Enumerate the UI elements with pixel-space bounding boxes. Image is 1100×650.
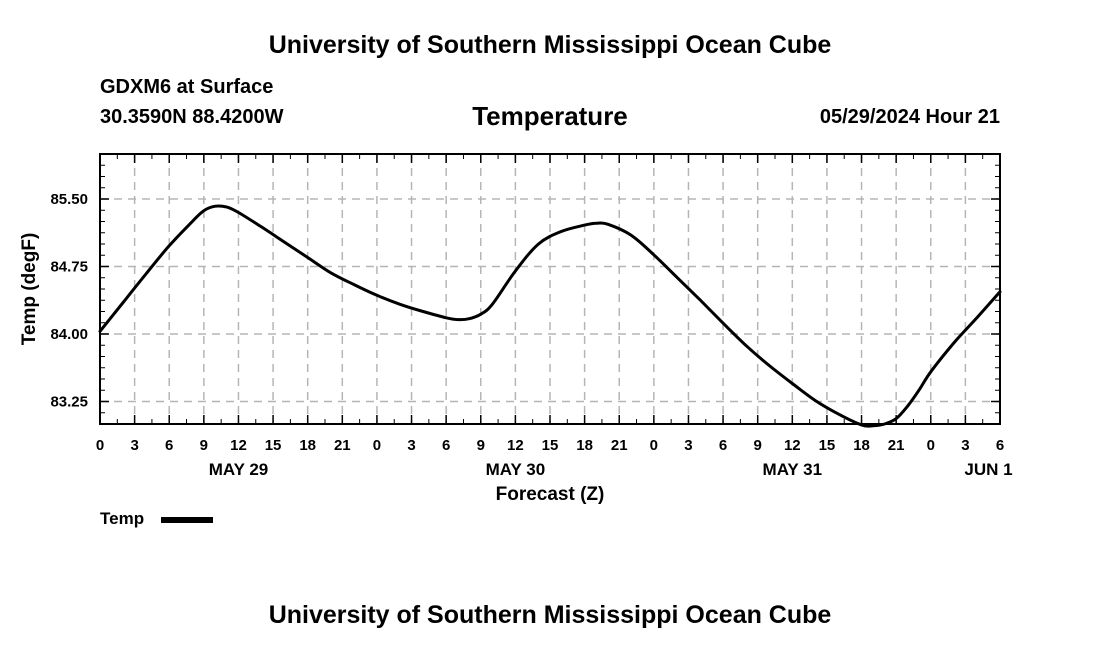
x-date-labels: MAY 29 MAY 30 MAY 31 JUN 1 (209, 460, 1013, 479)
y-axis: 83.25 84.00 84.75 85.50 (50, 164, 1000, 414)
timestamp-label: 05/29/2024 Hour 21 (819, 106, 1000, 128)
top-title: University of Southern Mississippi Ocean… (268, 31, 832, 59)
chart-grid (100, 154, 1000, 424)
x-tick-label: 3 (407, 437, 415, 454)
bottom-title: University of Southern Mississippi Ocean… (268, 601, 832, 629)
series-line-temp (98, 204, 1002, 428)
x-tick-label: 18 (853, 437, 870, 454)
x-tick-label: 15 (542, 437, 559, 454)
legend-label: Temp (100, 509, 145, 528)
x-tick-label: 0 (650, 437, 658, 454)
x-tick-label: 3 (130, 437, 138, 454)
x-tick-label: 18 (299, 437, 316, 454)
legend-swatch (161, 517, 213, 523)
x-tick-label: 21 (334, 437, 351, 454)
coordinates-label: 30.3590N 88.4200W (100, 106, 284, 128)
x-tick-label: 6 (442, 437, 450, 454)
x-tick-label: 15 (819, 437, 836, 454)
x-tick-label: 21 (611, 437, 628, 454)
x-tick-label: 6 (719, 437, 727, 454)
x-axis-label: Forecast (Z) (496, 484, 605, 505)
x-tick-label: 12 (784, 437, 801, 454)
y-axis-label: Temp (degF) (19, 233, 40, 346)
x-tick-label: 3 (684, 437, 692, 454)
x-tick-label: 9 (754, 437, 762, 454)
x-date-label: MAY 30 (486, 460, 546, 479)
y-tick-label: 84.00 (50, 326, 88, 343)
y-tick-label: 85.50 (50, 191, 88, 208)
x-tick-label: 0 (373, 437, 381, 454)
y-tick-label: 84.75 (50, 259, 88, 276)
x-tick-label: 9 (477, 437, 485, 454)
temperature-chart: 0 3 6 9 12 15 18 21 0 3 6 9 12 15 18 21 0 3 6 9 12 15 18 21 0 3 6 … (19, 153, 1013, 505)
x-tick-label: 9 (200, 437, 208, 454)
x-tick-label: 12 (507, 437, 524, 454)
x-date-label: JUN 1 (964, 460, 1012, 479)
chart-title: Temperature (472, 101, 628, 131)
x-tick-label: 0 (96, 437, 104, 454)
station-label: GDXM6 at Surface (100, 76, 274, 98)
x-tick-label: 18 (576, 437, 593, 454)
y-tick-label: 83.25 (50, 394, 88, 411)
x-tick-label: 6 (996, 437, 1004, 454)
x-tick-label: 3 (961, 437, 969, 454)
x-axis: 0 3 6 9 12 15 18 21 0 3 6 9 12 15 18 21 0 3 6 9 12 15 18 21 0 3 6 (96, 154, 1004, 454)
x-tick-label: 0 (927, 437, 935, 454)
x-tick-label: 6 (165, 437, 173, 454)
x-tick-label: 21 (888, 437, 905, 454)
x-date-label: MAY 31 (763, 460, 823, 479)
x-tick-label: 15 (265, 437, 282, 454)
x-tick-label: 12 (230, 437, 247, 454)
x-date-label: MAY 29 (209, 460, 269, 479)
